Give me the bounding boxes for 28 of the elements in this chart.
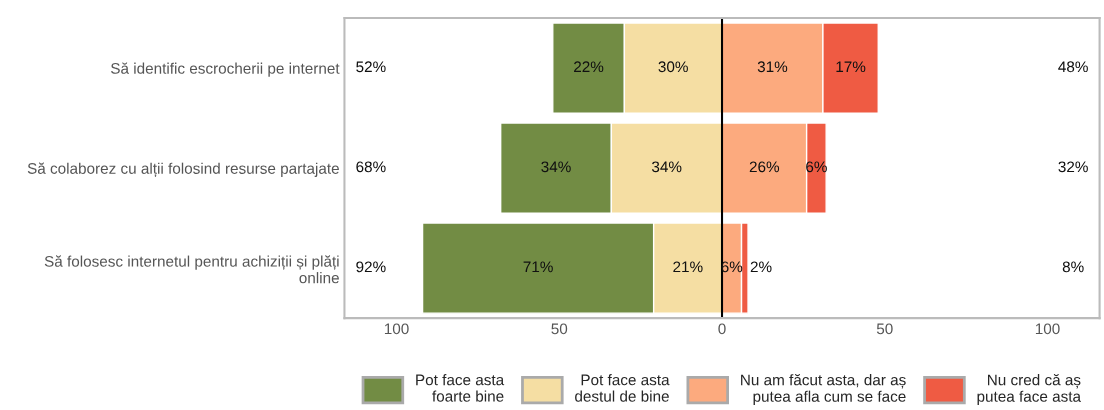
data-label: 71% — [523, 261, 553, 273]
legend-label: Nu cred că aș putea face asta — [977, 373, 1082, 405]
data-label: 31% — [757, 61, 788, 73]
annotation: 68% — [356, 161, 386, 173]
annotation: 52% — [356, 61, 386, 73]
x-tick-label: 50 — [551, 323, 568, 335]
data-label: 21% — [673, 261, 703, 273]
data-label: 34% — [651, 161, 682, 173]
x-tick-label: 50 — [876, 323, 893, 335]
annotation: 32% — [1058, 161, 1088, 173]
data-label: 22% — [574, 61, 604, 73]
annotation: 48% — [1058, 61, 1088, 73]
data-label: 26% — [749, 161, 780, 173]
data-label: 34% — [541, 161, 571, 173]
legend-label: Pot face asta foarte bine — [416, 374, 505, 402]
x-tick-label: 0 — [718, 323, 726, 335]
y-tick-label: Să folosesc internetul pentru achiziții și plăți online — [44, 255, 339, 284]
legend-label: Pot face asta destul de bine — [575, 374, 670, 402]
data-label: 2% — [750, 261, 772, 273]
x-tick-label: 100 — [1035, 323, 1060, 335]
legend-label: Nu am făcut asta, dar aș putea afla cum se face — [741, 373, 906, 405]
annotation: 8% — [1062, 261, 1084, 273]
data-label: 30% — [658, 61, 688, 73]
data-label: 17% — [836, 61, 866, 73]
y-tick-label: Să identific escrocherii pe internet — [111, 62, 340, 77]
x-tick-label: 100 — [384, 323, 409, 335]
annotation: 92% — [356, 261, 386, 273]
y-tick-label: Să colaborez cu alții folosind resurse partajate — [27, 162, 339, 177]
